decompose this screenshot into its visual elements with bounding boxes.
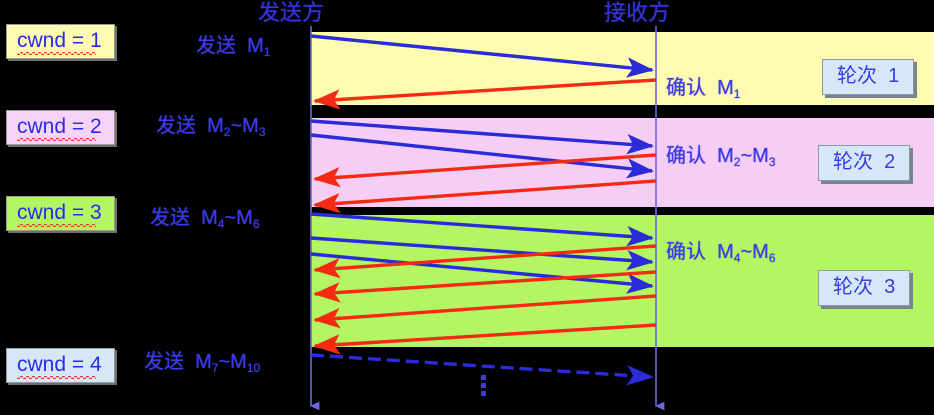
cwnd-label-3-text: cwnd = 3 [17, 201, 102, 227]
send-label-2-sub1: 2 [223, 125, 231, 139]
send-label-2-sub2: 3 [258, 125, 266, 139]
receiver-title: 接收方 [604, 0, 671, 25]
ack-label-2-sub2: 3 [768, 155, 776, 169]
ack-label-round-1: 确认 M1 [666, 77, 741, 101]
send-label-1-sub1: 1 [263, 45, 271, 59]
send-label-2-range: ~M [230, 115, 259, 137]
ack-label-2-prefix: 确认 [666, 145, 706, 167]
send-label-2-prefix: 发送 [156, 115, 196, 137]
cwnd-label-3: cwnd = 3 [6, 196, 115, 231]
cwnd-label-4: cwnd = 4 [6, 348, 115, 383]
round-badge-2-number: 2 [884, 151, 896, 173]
send-label-3-sub1: 4 [217, 217, 225, 231]
vertical-ellipsis-icon [481, 375, 486, 399]
ack-label-2-msg: M [717, 145, 734, 167]
round-badge-2-label: 轮次 [833, 151, 873, 173]
ack-label-3-sub2: 6 [768, 251, 776, 265]
send-label-3-range: ~M [224, 207, 253, 229]
round-badge-2: 轮次 2 [818, 145, 911, 181]
cwnd-label-2-text: cwnd = 2 [17, 115, 102, 141]
cwnd-label-2: cwnd = 2 [6, 110, 115, 145]
send-label-4-range: ~M [218, 351, 247, 373]
ack-label-3-range: ~M [740, 241, 769, 263]
send-label-4-sub1: 7 [211, 361, 219, 375]
send-label-1-prefix: 发送 [196, 35, 236, 57]
send-label-round-3: 发送 M4~M6 [150, 207, 260, 231]
ack-label-3-sub1: 4 [733, 251, 741, 265]
cwnd-label-1-text: cwnd = 1 [17, 29, 102, 55]
round-badge-3: 轮次 3 [818, 270, 911, 306]
round-badge-3-label: 轮次 [833, 276, 873, 298]
cwnd-label-1: cwnd = 1 [6, 24, 115, 59]
send-label-1-msg: M [247, 35, 264, 57]
send-label-3-msg: M [201, 207, 218, 229]
cwnd-label-4-text: cwnd = 4 [17, 353, 102, 379]
ack-label-1-sub1: 1 [733, 87, 741, 101]
ack-label-1-msg: M [717, 77, 734, 99]
send-label-4-sub2: 10 [246, 361, 261, 375]
send-label-4-prefix: 发送 [144, 351, 184, 373]
round-badge-1: 轮次 1 [822, 59, 915, 95]
send-label-3-sub2: 6 [252, 217, 260, 231]
ack-label-3-prefix: 确认 [666, 241, 706, 263]
ack-label-3-msg: M [717, 241, 734, 263]
send-label-round-1: 发送 M1 [196, 35, 271, 59]
send-label-round-4: 发送 M7~M10 [144, 351, 261, 375]
send-label-3-prefix: 发送 [150, 207, 190, 229]
ack-label-2-range: ~M [740, 145, 769, 167]
ack-label-round-2: 确认 M2~M3 [666, 145, 776, 169]
round-badge-3-number: 3 [884, 276, 896, 298]
data-arrow-r4-dashed [310, 353, 655, 386]
send-label-2-msg: M [207, 115, 224, 137]
round-badge-1-number: 1 [888, 65, 900, 87]
ack-label-round-3: 确认 M4~M6 [666, 241, 776, 265]
ack-label-1-prefix: 确认 [666, 77, 706, 99]
round-badge-1-label: 轮次 [837, 65, 877, 87]
ack-label-2-sub1: 2 [733, 155, 741, 169]
send-label-4-msg: M [195, 351, 212, 373]
sender-title: 发送方 [258, 0, 325, 25]
send-label-round-2: 发送 M2~M3 [156, 115, 266, 139]
